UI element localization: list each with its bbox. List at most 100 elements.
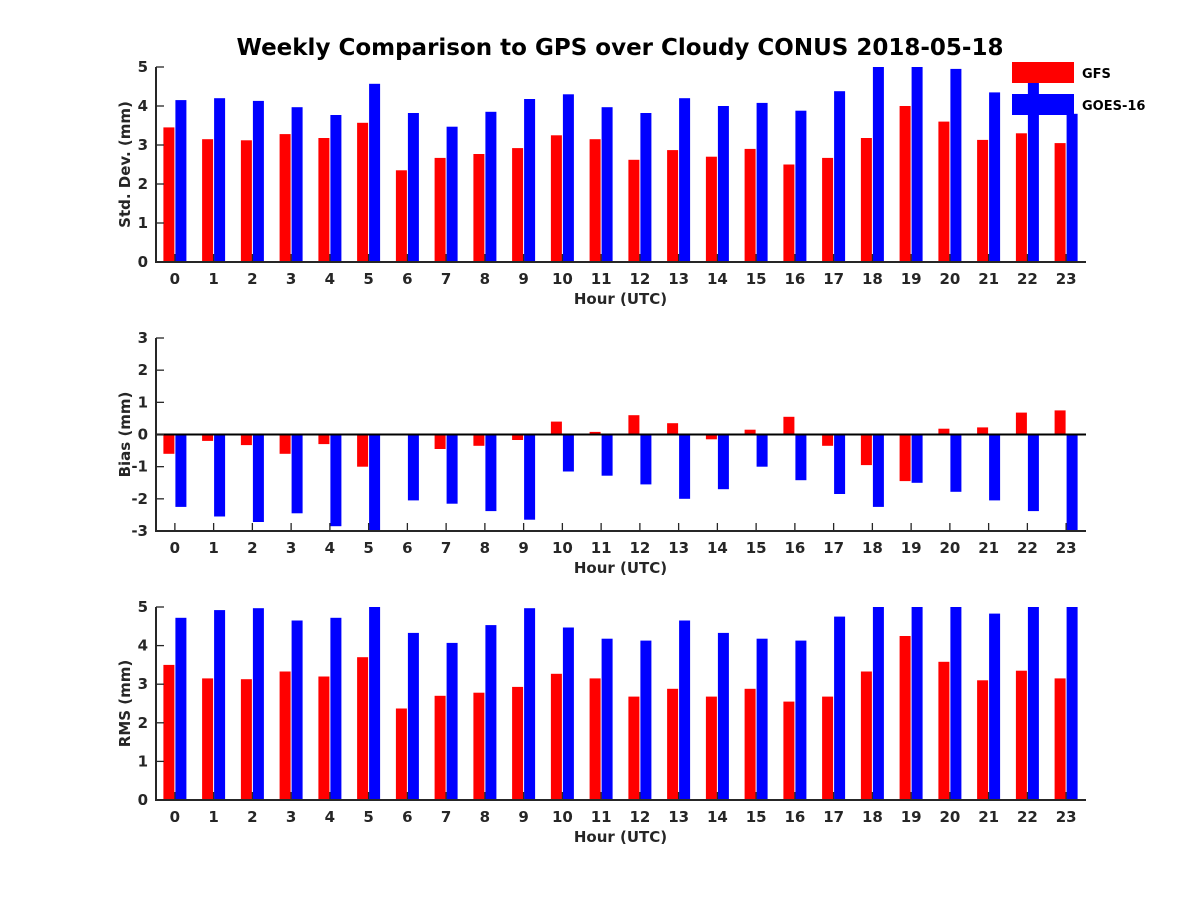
x-tick-label: 10 (552, 808, 573, 826)
bar-gfs-p2-h3 (279, 434, 291, 454)
y-tick-label: 2 (138, 361, 148, 379)
x-tick-label: 13 (668, 808, 689, 826)
y-tick-label: 2 (138, 714, 148, 732)
bar-gfs-p2-h14 (705, 434, 717, 440)
bar-goes-16-p2-h22 (1027, 434, 1039, 512)
bar-goes-16-p2-h11 (601, 434, 613, 476)
x-tick-label: 7 (441, 270, 451, 288)
bar-goes-16-p2-h5 (369, 434, 381, 531)
bar-gfs-p3-h5 (357, 657, 369, 800)
y-axis-label: Std. Dev. (mm) (116, 101, 134, 228)
bar-gfs-p1-h4 (318, 138, 330, 262)
bar-goes-16-p1-h13 (679, 98, 691, 262)
bar-gfs-p2-h10 (550, 421, 562, 435)
y-tick-label: 3 (138, 675, 148, 693)
bar-goes-16-p2-h17 (834, 434, 846, 494)
x-tick-label: 18 (862, 808, 883, 826)
bar-goes-16-p1-h2 (252, 100, 264, 263)
bar-gfs-p1-h18 (860, 138, 872, 262)
x-tick-label: 20 (939, 539, 960, 557)
x-tick-label: 7 (441, 808, 451, 826)
bar-gfs-p2-h7 (434, 434, 446, 449)
bar-gfs-p2-h15 (744, 429, 756, 435)
x-tick-label: 0 (170, 270, 180, 288)
bar-goes-16-p2-h8 (485, 434, 497, 512)
bar-goes-16-p1-h1 (214, 98, 226, 262)
bar-gfs-p3-h6 (395, 708, 407, 800)
x-tick-label: 8 (480, 808, 490, 826)
x-tick-label: 23 (1056, 539, 1077, 557)
bar-goes-16-p2-h15 (756, 434, 768, 467)
y-tick-label: 1 (138, 214, 148, 232)
bar-goes-16-p3-h22 (1027, 607, 1039, 800)
bar-gfs-p3-h0 (163, 664, 175, 800)
bar-goes-16-p3-h16 (795, 640, 807, 800)
bar-goes-16-p1-h14 (717, 106, 729, 262)
x-tick-label: 11 (591, 539, 612, 557)
legend-label-gfs: GFS (1082, 67, 1111, 82)
bar-gfs-p3-h11 (589, 678, 601, 800)
y-tick-label: 2 (138, 175, 148, 193)
bar-gfs-p3-h20 (938, 661, 950, 800)
x-tick-label: 5 (363, 808, 373, 826)
bar-gfs-p1-h23 (1054, 143, 1066, 262)
bar-gfs-p2-h9 (512, 434, 524, 440)
bar-gfs-p2-h17 (822, 434, 834, 446)
bar-goes-16-p3-h6 (407, 632, 419, 800)
bar-gfs-p1-h15 (744, 148, 756, 262)
bar-gfs-p3-h18 (860, 671, 872, 800)
bar-goes-16-p3-h14 (717, 632, 729, 800)
bar-gfs-p2-h16 (783, 416, 795, 435)
bar-goes-16-p2-h12 (640, 434, 652, 485)
bar-goes-16-p1-h16 (795, 110, 807, 262)
bar-gfs-p3-h14 (705, 696, 717, 800)
bar-goes-16-p3-h5 (369, 607, 381, 800)
x-tick-label: 14 (707, 808, 728, 826)
bar-goes-16-p2-h10 (562, 434, 574, 472)
bar-goes-16-p2-h6 (407, 434, 419, 501)
x-tick-label: 14 (707, 539, 728, 557)
x-tick-label: 1 (208, 270, 218, 288)
bar-gfs-p2-h23 (1054, 410, 1066, 435)
bar-goes-16-p2-h0 (175, 434, 187, 507)
bar-gfs-p2-h19 (899, 434, 911, 482)
y-tick-label: -1 (131, 458, 148, 476)
bar-gfs-p3-h7 (434, 695, 446, 800)
bar-goes-16-p3-h15 (756, 638, 768, 800)
y-axis-label: RMS (mm) (116, 660, 134, 747)
bar-goes-16-p2-h16 (795, 434, 807, 481)
bar-gfs-p1-h20 (938, 121, 950, 262)
y-tick-label: 1 (138, 393, 148, 411)
bar-goes-16-p2-h18 (872, 434, 884, 507)
bar-gfs-p2-h4 (318, 434, 330, 445)
bar-gfs-p3-h15 (744, 688, 756, 800)
bar-gfs-p2-h0 (163, 434, 175, 454)
bar-goes-16-p3-h3 (291, 620, 303, 800)
bar-gfs-p2-h1 (202, 434, 214, 441)
bar-gfs-p3-h10 (550, 673, 562, 800)
x-tick-label: 13 (668, 539, 689, 557)
bar-gfs-p2-h11 (589, 431, 601, 435)
bar-goes-16-p3-h9 (524, 608, 536, 800)
bar-goes-16-p2-h14 (717, 434, 729, 490)
x-tick-label: 22 (1017, 539, 1038, 557)
x-tick-label: 16 (784, 270, 805, 288)
bar-goes-16-p1-h3 (291, 107, 303, 262)
bar-goes-16-p1-h7 (446, 126, 458, 262)
x-tick-label: 9 (518, 539, 528, 557)
bar-gfs-p1-h6 (395, 170, 407, 262)
x-tick-label: 11 (591, 808, 612, 826)
x-tick-label: 17 (823, 270, 844, 288)
bar-gfs-p2-h22 (1015, 412, 1027, 435)
bar-gfs-p1-h2 (240, 140, 252, 262)
bar-goes-16-p2-h21 (989, 434, 1001, 501)
bar-goes-16-p1-h9 (524, 99, 536, 262)
x-tick-label: 16 (784, 539, 805, 557)
bar-gfs-p3-h21 (977, 680, 989, 800)
bar-gfs-p3-h3 (279, 671, 291, 800)
x-tick-label: 20 (939, 808, 960, 826)
bar-gfs-p2-h18 (860, 434, 872, 466)
bar-goes-16-p3-h0 (175, 617, 187, 800)
bar-goes-16-p1-h19 (911, 67, 923, 262)
